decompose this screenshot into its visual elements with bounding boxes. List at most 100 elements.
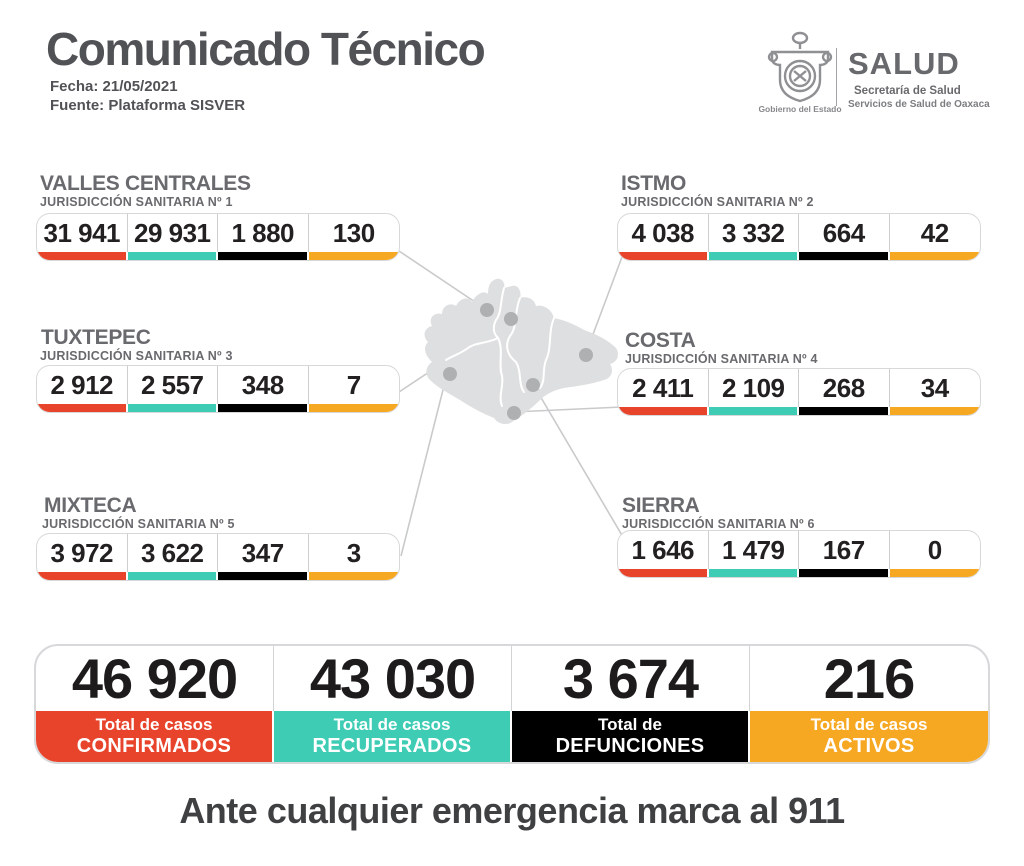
stat-cell-confirmed: 2 912 bbox=[37, 366, 128, 412]
deaths-color-bar bbox=[799, 569, 890, 577]
region-jurisdiction-mixteca: JURISDICCIÓN SANITARIA Nº 5 bbox=[42, 517, 235, 531]
active-value: 7 bbox=[346, 369, 361, 400]
region-title-valles-centrales: VALLES CENTRALES bbox=[40, 172, 251, 195]
total-deaths-label: Total de DEFUNCIONES bbox=[512, 711, 750, 762]
active-color-bar bbox=[889, 569, 980, 577]
stat-cell-deaths: 1 880 bbox=[218, 214, 309, 260]
stat-cell-recovered: 29 931 bbox=[127, 214, 218, 260]
total-label-line1: Total de casos bbox=[333, 714, 451, 734]
salud-subtitle-2: Servicios de Salud de Oaxaca bbox=[848, 99, 990, 110]
oaxaca-state-shape bbox=[424, 278, 618, 425]
region-title-mixteca: MIXTECA bbox=[44, 494, 137, 517]
confirmed-value: 4 038 bbox=[618, 214, 709, 252]
confirmed-color-bar bbox=[618, 569, 709, 577]
total-active-label: Total de casos ACTIVOS bbox=[750, 711, 988, 762]
salud-subtitle-1: Secretaría de Salud bbox=[854, 85, 961, 97]
state-emblem-icon bbox=[767, 31, 833, 103]
active-value: 0 bbox=[927, 534, 942, 565]
confirmed-color-bar bbox=[37, 404, 128, 412]
recovered-color-bar bbox=[708, 569, 799, 577]
recovered-value: 3 622 bbox=[128, 534, 218, 572]
stat-cell-deaths: 167 bbox=[799, 531, 890, 577]
stat-cell-active: 130 bbox=[308, 214, 399, 260]
region-jurisdiction-valles-centrales: JURISDICCIÓN SANITARIA Nº 1 bbox=[40, 195, 233, 209]
total-confirmed-value: 46 920 bbox=[36, 646, 274, 711]
total-recovered-label: Total de casos RECUPERADOS bbox=[274, 711, 512, 762]
logo-divider bbox=[836, 48, 837, 106]
confirmed-color-bar bbox=[618, 252, 709, 260]
region-title-sierra: SIERRA bbox=[622, 494, 700, 517]
stat-cell-confirmed: 2 411 bbox=[618, 369, 709, 415]
map-dot-istmo bbox=[579, 348, 593, 362]
recovered-color-bar bbox=[127, 252, 218, 260]
active-color-bar bbox=[889, 252, 980, 260]
stat-cell-deaths: 268 bbox=[799, 369, 890, 415]
total-label-line1: Total de casos bbox=[810, 714, 928, 734]
deaths-color-bar bbox=[799, 407, 890, 415]
confirmed-color-bar bbox=[37, 572, 128, 580]
region-card-tuxtepec: 2 912 2 557 348 7 bbox=[36, 365, 400, 413]
stat-cell-active: 0 bbox=[889, 531, 980, 577]
active-value: 42 bbox=[920, 217, 949, 248]
stat-cell-deaths: 348 bbox=[218, 366, 309, 412]
stat-cell-recovered: 2 109 bbox=[708, 369, 799, 415]
active-color-bar bbox=[889, 407, 980, 415]
deaths-color-bar bbox=[218, 252, 309, 260]
region-card-costa: 2 411 2 109 268 34 bbox=[617, 368, 981, 416]
total-label-line2: ACTIVOS bbox=[823, 734, 915, 757]
recovered-color-bar bbox=[127, 404, 218, 412]
active-color-bar bbox=[308, 404, 399, 412]
report-date: Fecha: 21/05/2021 bbox=[50, 78, 178, 95]
stat-cell-active: 3 bbox=[308, 534, 399, 580]
stat-cell-confirmed: 1 646 bbox=[618, 531, 709, 577]
stat-cell-active: 34 bbox=[889, 369, 980, 415]
confirmed-value: 1 646 bbox=[618, 531, 709, 569]
confirmed-value: 2 912 bbox=[37, 366, 128, 404]
deaths-value: 347 bbox=[218, 534, 309, 572]
region-jurisdiction-istmo: JURISDICCIÓN SANITARIA Nº 2 bbox=[621, 195, 814, 209]
total-label-line2: RECUPERADOS bbox=[312, 734, 472, 757]
map-dot-mixteca bbox=[443, 367, 457, 381]
deaths-value: 167 bbox=[799, 531, 890, 569]
active-value: 3 bbox=[346, 537, 361, 568]
total-label-line1: Total de bbox=[598, 714, 662, 734]
region-card-mixteca: 3 972 3 622 347 3 bbox=[36, 533, 400, 581]
region-jurisdiction-costa: JURISDICCIÓN SANITARIA Nº 4 bbox=[625, 352, 818, 366]
stat-cell-recovered: 2 557 bbox=[127, 366, 218, 412]
connector-line-sierra bbox=[532, 383, 624, 538]
confirmed-value: 2 411 bbox=[618, 369, 709, 407]
report-source: Fuente: Plataforma SISVER bbox=[50, 96, 246, 114]
jurisdiction-borders bbox=[445, 287, 555, 407]
recovered-value: 1 479 bbox=[709, 531, 799, 569]
salud-wordmark: SALUD bbox=[848, 46, 960, 81]
stat-cell-deaths: 664 bbox=[799, 214, 890, 260]
stat-cell-confirmed: 4 038 bbox=[618, 214, 709, 260]
total-deaths: 3 674 Total de DEFUNCIONES bbox=[512, 646, 750, 762]
map-dot-sierra bbox=[526, 378, 540, 392]
deaths-value: 268 bbox=[799, 369, 890, 407]
salud-logo: Gobierno del Estado SALUD Secretaría de … bbox=[752, 28, 992, 120]
region-jurisdiction-sierra: JURISDICCIÓN SANITARIA Nº 6 bbox=[622, 517, 815, 531]
total-active: 216 Total de casos ACTIVOS bbox=[750, 646, 988, 762]
recovered-color-bar bbox=[708, 407, 799, 415]
total-recovered-value: 43 030 bbox=[274, 646, 512, 711]
oaxaca-map bbox=[424, 278, 618, 425]
connector-line-mixteca bbox=[400, 373, 448, 557]
active-value: 130 bbox=[332, 217, 375, 248]
report-meta: Fecha: 21/05/2021 Fuente: Plataforma SIS… bbox=[50, 78, 245, 116]
deaths-value: 348 bbox=[218, 366, 309, 404]
map-dot-tuxtepec bbox=[504, 312, 518, 326]
map-dot-costa bbox=[507, 406, 521, 420]
deaths-color-bar bbox=[218, 404, 309, 412]
map-marker-dots bbox=[443, 303, 593, 420]
stat-cell-deaths: 347 bbox=[218, 534, 309, 580]
recovered-value: 3 332 bbox=[709, 214, 799, 252]
recovered-value: 2 557 bbox=[128, 366, 218, 404]
deaths-color-bar bbox=[799, 252, 890, 260]
confirmed-color-bar bbox=[37, 252, 128, 260]
total-active-value: 216 bbox=[823, 647, 915, 710]
gov-caption: Gobierno del Estado bbox=[758, 104, 842, 114]
stat-cell-active: 42 bbox=[889, 214, 980, 260]
